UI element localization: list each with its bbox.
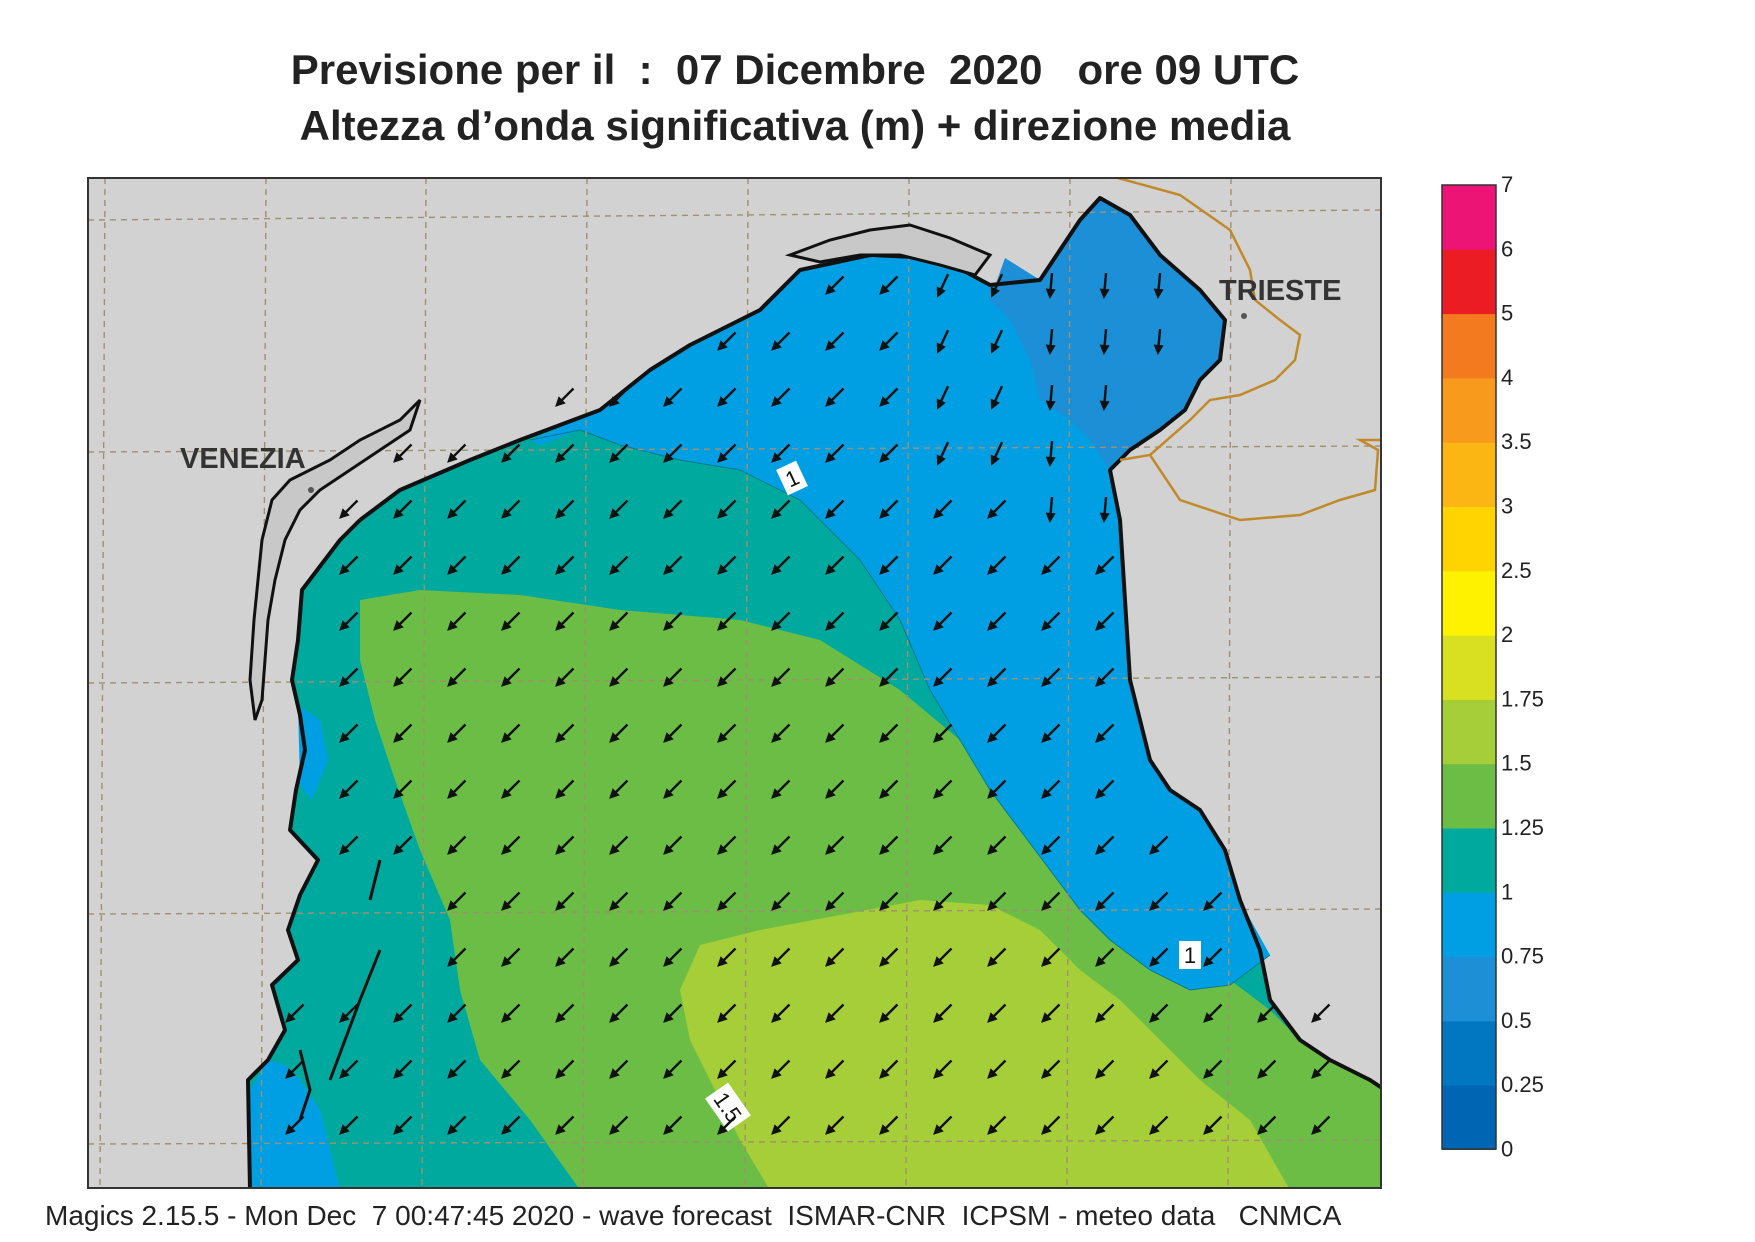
wave-direction-arrow xyxy=(936,441,950,466)
wave-direction-arrow xyxy=(990,441,1004,466)
wave-direction-arrow xyxy=(339,1059,359,1079)
wave-direction-arrow xyxy=(1099,496,1110,523)
colorbar-swatch xyxy=(1442,1020,1496,1086)
wave-direction-arrow xyxy=(447,1115,467,1135)
sea-region-1.5-1.75 xyxy=(680,900,1289,1188)
wave-direction-arrow xyxy=(1153,328,1164,355)
wave-direction-arrow xyxy=(1041,1059,1061,1079)
wave-direction-arrow xyxy=(501,1115,521,1135)
map-area: 1 1 1.5 VENEZIA TRIESTE xyxy=(88,178,1381,1188)
colorbar-label: 1.5 xyxy=(1501,751,1532,776)
contour-label-1a: 1 xyxy=(776,460,808,496)
colorbar-label: 0.75 xyxy=(1501,944,1544,969)
wave-direction-arrow xyxy=(990,329,1004,354)
grado-lagoon xyxy=(784,223,993,277)
wave-direction-arrow xyxy=(1045,384,1056,411)
wave-direction-arrow xyxy=(339,1115,359,1135)
colorbar-label: 2 xyxy=(1501,622,1513,647)
state-border xyxy=(1117,178,1381,522)
wave-direction-arrow xyxy=(936,273,950,298)
colorbar-label: 3.5 xyxy=(1501,429,1532,454)
wave-direction-arrow xyxy=(1203,1059,1223,1079)
place-label-venezia: VENEZIA xyxy=(180,443,306,475)
colorbar-swatch xyxy=(1442,185,1496,250)
wave-direction-arrow xyxy=(936,385,950,410)
wave-direction-arrow xyxy=(501,1059,521,1079)
wave-direction-arrow xyxy=(1099,328,1110,355)
colorbar-label: 1.25 xyxy=(1501,815,1544,840)
colorbar-label: 6 xyxy=(1501,236,1513,261)
map-frame xyxy=(87,177,1382,1189)
wave-direction-arrow xyxy=(1257,1115,1277,1135)
wave-direction-arrow xyxy=(393,1059,413,1079)
wave-direction-arrow xyxy=(1311,1059,1331,1079)
wave-direction-arrow xyxy=(1045,272,1056,299)
coastline xyxy=(246,196,1381,1188)
wave-direction-arrow xyxy=(393,443,413,463)
colorbar-swatch xyxy=(1442,1085,1496,1150)
wave-direction-arrow xyxy=(1095,1115,1115,1135)
colorbar-swatch xyxy=(1442,828,1496,893)
map-grid xyxy=(88,178,1381,1188)
venice-lagoon xyxy=(248,398,422,721)
contour-label-1b: 1 xyxy=(1179,941,1201,969)
footer-credits: Magics 2.15.5 - Mon Dec 7 00:47:45 2020 … xyxy=(45,1200,1342,1231)
colorbar-label: 1 xyxy=(1501,879,1513,904)
wave-direction-arrow xyxy=(1257,1059,1277,1079)
colorbar-label: 0.5 xyxy=(1501,1008,1532,1033)
colorbar-label: 2.5 xyxy=(1501,558,1532,583)
title-line-2: Altezza d’onda significativa (m) + direz… xyxy=(299,102,1291,149)
wave-direction-arrow xyxy=(1041,1115,1061,1135)
wave-direction-arrow xyxy=(447,443,467,463)
wave-direction-arrow xyxy=(393,1115,413,1135)
colorbar-label: 0 xyxy=(1501,1137,1513,1162)
wave-direction-arrow xyxy=(285,1059,305,1079)
wave-direction-arrow xyxy=(1203,1115,1223,1135)
colorbar-label: 7 xyxy=(1501,172,1513,197)
colorbar-swatch xyxy=(1442,377,1496,443)
wave-direction-arrow xyxy=(501,443,521,463)
colorbar-label: 4 xyxy=(1501,365,1513,390)
wave-direction-arrow xyxy=(1153,272,1164,299)
wave-direction-arrow xyxy=(1149,1059,1169,1079)
colorbar-swatch xyxy=(1442,506,1496,572)
title-line-1: Previsione per il : 07 Dicembre 2020 ore… xyxy=(290,46,1300,93)
colorbar-label: 3 xyxy=(1501,494,1513,519)
colorbar-swatch xyxy=(1442,892,1496,958)
colorbar-swatch xyxy=(1442,249,1496,315)
venezia-marker xyxy=(308,487,314,493)
colorbar-swatch xyxy=(1442,763,1496,829)
wave-direction-arrow xyxy=(447,1059,467,1079)
colorbar-frame xyxy=(1441,184,1497,1150)
colorbar-swatch xyxy=(1442,699,1496,765)
wave-direction-arrow xyxy=(1311,1115,1331,1135)
colorbar-swatch xyxy=(1442,635,1496,700)
wave-direction-arrow xyxy=(990,273,1004,298)
colorbar-swatch xyxy=(1442,570,1496,636)
wave-direction-arrow xyxy=(1099,272,1110,299)
colorbar-swatch xyxy=(1442,313,1496,379)
wave-direction-arrow xyxy=(1099,384,1110,411)
colorbar-swatch xyxy=(1442,442,1496,507)
wave-direction-arrow xyxy=(1045,496,1056,523)
colorbar-label: 0.25 xyxy=(1501,1072,1544,1097)
wave-direction-arrow xyxy=(1095,1059,1115,1079)
wave-direction-arrow xyxy=(936,329,950,354)
colorbar-label: 1.75 xyxy=(1501,686,1544,711)
wave-direction-arrow xyxy=(1149,1115,1169,1135)
place-label-trieste: TRIESTE xyxy=(1219,275,1341,307)
colorbar: 7 6 5 4 3.5 3 2.5 2 1.75 1.5 1.25 1 0.75 0.5 0.25 0 xyxy=(1441,172,1544,1162)
sea-region-sw-0.75-1 xyxy=(248,1060,340,1188)
wave-direction-arrow xyxy=(285,1115,305,1135)
wave-direction-arrow xyxy=(1045,440,1056,467)
svg-text:1: 1 xyxy=(1184,943,1196,968)
colorbar-label: 5 xyxy=(1501,301,1513,326)
wave-direction-arrow xyxy=(1045,328,1056,355)
trieste-marker xyxy=(1241,313,1247,319)
colorbar-swatch xyxy=(1442,956,1496,1022)
wave-direction-arrow xyxy=(990,385,1004,410)
